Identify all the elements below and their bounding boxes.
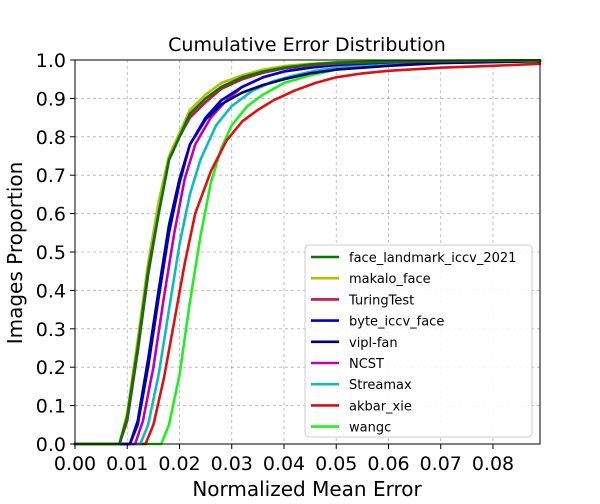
- plot-frame: [74, 59, 541, 445]
- x-tick-label: 0.04: [263, 453, 305, 475]
- x-tick-label: 0.00: [54, 453, 96, 475]
- legend-label: vipl-fan: [349, 336, 398, 351]
- x-tick-label: 0.01: [106, 453, 148, 475]
- series-line-streamax: [73, 59, 542, 446]
- series-layer: [73, 59, 542, 446]
- legend-label: NCST: [349, 357, 384, 372]
- legend-label: akbar_xie: [349, 399, 412, 414]
- y-tick-label: 0.0: [36, 434, 66, 456]
- chart-title: Cumulative Error Distribution: [168, 34, 446, 56]
- y-tick-label: 0.1: [36, 396, 66, 418]
- y-tick-label: 0.4: [36, 280, 66, 302]
- series-line-face-landmark-iccv-2021: [73, 59, 542, 446]
- x-tick-label: 0.06: [367, 453, 409, 475]
- y-tick-label: 0.8: [36, 127, 66, 149]
- y-tick-label: 0.2: [36, 357, 66, 379]
- y-axis-label: Images Proportion: [3, 162, 27, 345]
- x-axis-label: Normalized Mean Error: [192, 477, 422, 500]
- x-tick-label: 0.02: [158, 453, 200, 475]
- legend-label: byte_iccv_face: [349, 315, 444, 330]
- y-tick-label: 0.7: [36, 165, 66, 187]
- legend-box: [304, 244, 533, 438]
- y-tick-label: 0.9: [36, 88, 66, 110]
- x-tick-label: 0.07: [420, 453, 462, 475]
- y-tick-label: 1.0: [36, 50, 66, 72]
- axes-layer: 0.00 0.01 0.02 0.03 0.04 0.05 0.06 0.07 0.08 0.0 0…: [36, 50, 541, 475]
- legend-label: makalo_face: [349, 272, 431, 287]
- series-line-akbar-xie: [73, 62, 542, 446]
- x-tick-label: 0.05: [315, 453, 357, 475]
- legend-label: face_landmark_iccv_2021: [349, 251, 516, 266]
- y-tick-label: 0.3: [36, 319, 66, 341]
- x-tick-label: 0.03: [211, 453, 253, 475]
- legend-label: wangc: [349, 421, 391, 436]
- y-tick-label: 0.5: [36, 242, 66, 264]
- y-tick-label: 0.6: [36, 204, 66, 226]
- series-line-byte-iccv-face: [73, 59, 542, 446]
- legend: face_landmark_iccv_2021 makalo_face Turing…: [304, 244, 533, 438]
- legend-label: TuringTest: [348, 293, 414, 308]
- legend-label: Streamax: [349, 378, 412, 393]
- x-tick-label: 0.08: [472, 453, 514, 475]
